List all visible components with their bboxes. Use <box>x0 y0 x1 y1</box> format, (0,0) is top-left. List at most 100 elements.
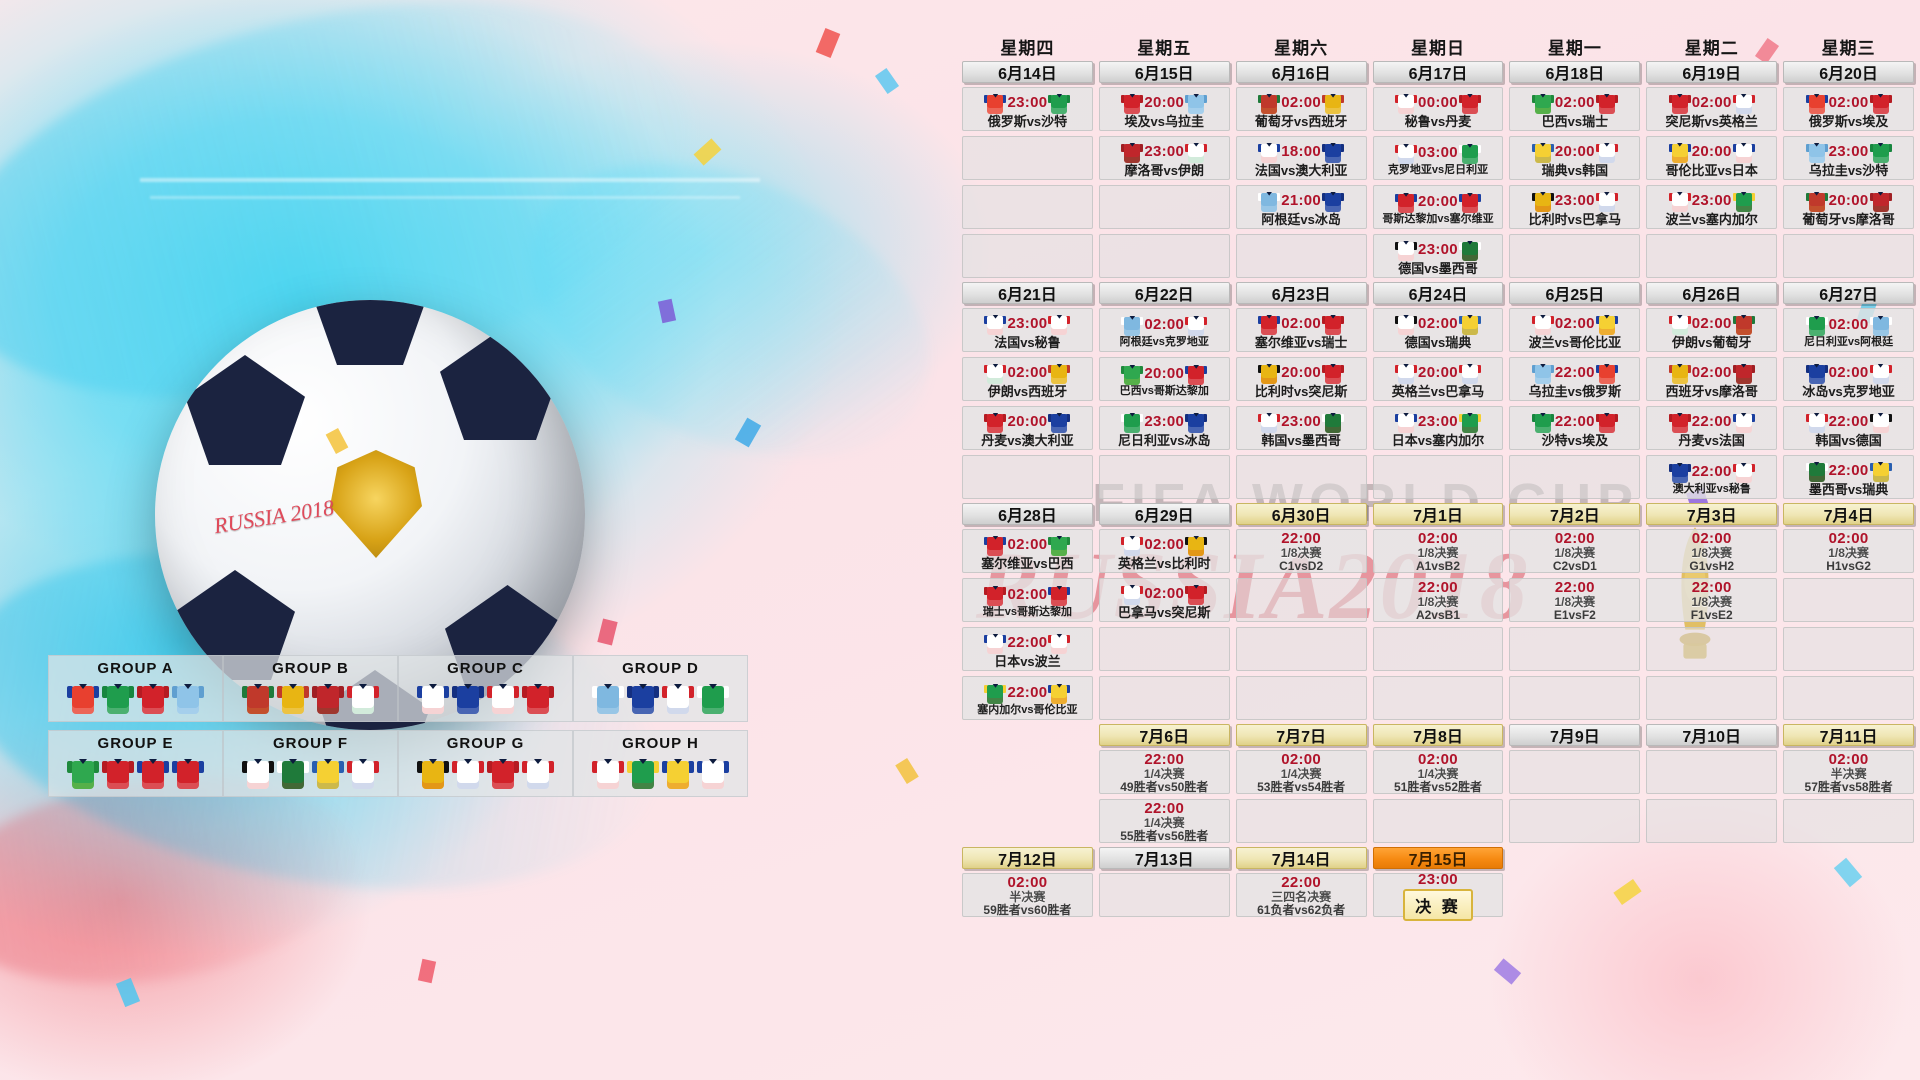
date-cell-6月23日[interactable]: 6月23日 <box>1235 282 1367 304</box>
date-cell-6月18日[interactable]: 6月18日 <box>1509 61 1641 83</box>
date-cell-6月28日[interactable]: 6月28日 <box>962 503 1093 525</box>
match-knockout[interactable]: 02:00 1/4决赛 53胜者vs54胜者 <box>1235 750 1367 794</box>
match-card[interactable]: 18:00 法国vs澳大利亚 <box>1235 136 1367 180</box>
match-card[interactable]: 02:00 尼日利亚vs阿根廷 <box>1783 308 1914 352</box>
match-card[interactable]: 23:00 尼日利亚vs冰岛 <box>1098 406 1230 450</box>
match-card[interactable]: 22:00 丹麦vs法国 <box>1646 406 1778 450</box>
match-card[interactable]: 21:00 阿根廷vs冰岛 <box>1235 185 1367 229</box>
match-knockout[interactable]: 22:00 1/4决赛 55胜者vs56胜者 <box>1098 799 1230 843</box>
match-card[interactable]: 20:00 埃及vs乌拉圭 <box>1098 87 1230 131</box>
match-card[interactable]: 02:00 伊朗vs葡萄牙 <box>1646 308 1778 352</box>
date-cell-7月4日[interactable]: 7月4日 <box>1783 503 1914 525</box>
group-box-group-d[interactable]: GROUP D <box>573 655 748 722</box>
match-knockout[interactable]: 02:00 1/8决赛 C2vsD1 <box>1509 529 1641 573</box>
match-card[interactable]: 02:00 突尼斯vs英格兰 <box>1646 87 1778 131</box>
match-card[interactable]: 03:00 克罗地亚vs尼日利亚 <box>1372 136 1504 180</box>
date-cell-7月9日[interactable]: 7月9日 <box>1509 724 1641 746</box>
date-cell-6月20日[interactable]: 6月20日 <box>1783 61 1914 83</box>
match-card[interactable]: 20:00 巴西vs哥斯达黎加 <box>1098 357 1230 401</box>
date-cell-7月13日[interactable]: 7月13日 <box>1098 847 1230 869</box>
match-knockout[interactable]: 22:00 1/8决赛 E1vsF2 <box>1509 578 1641 622</box>
match-card[interactable]: 23:00 比利时vs巴拿马 <box>1509 185 1641 229</box>
date-cell-6月14日[interactable]: 6月14日 <box>962 61 1093 83</box>
date-cell-7月1日[interactable]: 7月1日 <box>1372 503 1504 525</box>
match-card[interactable]: 23:00 俄罗斯vs沙特 <box>962 87 1093 131</box>
match-card[interactable]: 02:00 波兰vs哥伦比亚 <box>1509 308 1641 352</box>
match-knockout[interactable]: 22:00 1/4决赛 49胜者vs50胜者 <box>1098 750 1230 794</box>
date-cell-7月8日[interactable]: 7月8日 <box>1372 724 1504 746</box>
date-cell-6月29日[interactable]: 6月29日 <box>1098 503 1230 525</box>
date-cell-6月22日[interactable]: 6月22日 <box>1098 282 1230 304</box>
date-cell-7月3日[interactable]: 7月3日 <box>1646 503 1778 525</box>
match-card[interactable]: 20:00 比利时vs突尼斯 <box>1235 357 1367 401</box>
match-card[interactable]: 02:00 塞尔维亚vs巴西 <box>962 529 1093 573</box>
date-cell-6月27日[interactable]: 6月27日 <box>1783 282 1914 304</box>
match-knockout[interactable]: 02:00 1/8决赛 H1vsG2 <box>1783 529 1914 573</box>
match-card[interactable]: 02:00 德国vs瑞典 <box>1372 308 1504 352</box>
date-cell-6月24日[interactable]: 6月24日 <box>1372 282 1504 304</box>
match-card[interactable]: 02:00 巴西vs瑞士 <box>1509 87 1641 131</box>
match-card[interactable]: 20:00 丹麦vs澳大利亚 <box>962 406 1093 450</box>
group-box-group-a[interactable]: GROUP A <box>48 655 223 722</box>
date-cell-6月30日[interactable]: 6月30日 <box>1235 503 1367 525</box>
match-card[interactable]: 02:00 英格兰vs比利时 <box>1098 529 1230 573</box>
date-cell-7月15日[interactable]: 7月15日 <box>1372 847 1504 869</box>
match-knockout[interactable]: 22:00 1/8决赛 A2vsB1 <box>1372 578 1504 622</box>
match-card[interactable]: 02:00 巴拿马vs突尼斯 <box>1098 578 1230 622</box>
group-box-group-f[interactable]: GROUP F <box>223 730 398 797</box>
match-card[interactable]: 22:00 沙特vs埃及 <box>1509 406 1641 450</box>
match-card[interactable]: 20:00 葡萄牙vs摩洛哥 <box>1783 185 1914 229</box>
date-cell-6月26日[interactable]: 6月26日 <box>1646 282 1778 304</box>
date-cell-7月2日[interactable]: 7月2日 <box>1509 503 1641 525</box>
match-card[interactable]: 20:00 哥伦比亚vs日本 <box>1646 136 1778 180</box>
match-knockout[interactable]: 02:00 1/4决赛 51胜者vs52胜者 <box>1372 750 1504 794</box>
match-knockout[interactable]: 02:00 半决赛 57胜者vs58胜者 <box>1783 750 1914 794</box>
date-cell-7月10日[interactable]: 7月10日 <box>1646 724 1778 746</box>
group-box-group-e[interactable]: GROUP E <box>48 730 223 797</box>
match-card[interactable]: 23:00 日本vs塞内加尔 <box>1372 406 1504 450</box>
date-cell-6月19日[interactable]: 6月19日 <box>1646 61 1778 83</box>
match-knockout[interactable]: 02:00 1/8决赛 G1vsH2 <box>1646 529 1778 573</box>
match-card[interactable]: 20:00 瑞典vs韩国 <box>1509 136 1641 180</box>
match-card[interactable]: 00:00 秘鲁vs丹麦 <box>1372 87 1504 131</box>
match-card[interactable]: 02:00 葡萄牙vs西班牙 <box>1235 87 1367 131</box>
date-cell-6月16日[interactable]: 6月16日 <box>1235 61 1367 83</box>
match-card[interactable]: 22:00 墨西哥vs瑞典 <box>1783 455 1914 499</box>
match-knockout[interactable]: 22:00 1/8决赛 F1vsE2 <box>1646 578 1778 622</box>
match-card[interactable]: 02:00 塞尔维亚vs瑞士 <box>1235 308 1367 352</box>
match-final[interactable]: 23:00 决 赛 <box>1372 871 1504 921</box>
date-cell-7月11日[interactable]: 7月11日 <box>1783 724 1914 746</box>
group-box-group-g[interactable]: GROUP G <box>398 730 573 797</box>
group-box-group-c[interactable]: GROUP C <box>398 655 573 722</box>
match-card[interactable]: 23:00 法国vs秘鲁 <box>962 308 1093 352</box>
match-card[interactable]: 22:00 塞内加尔vs哥伦比亚 <box>962 676 1093 720</box>
match-card[interactable]: 22:00 韩国vs德国 <box>1783 406 1914 450</box>
date-cell-6月15日[interactable]: 6月15日 <box>1098 61 1230 83</box>
match-card[interactable]: 02:00 阿根廷vs克罗地亚 <box>1098 308 1230 352</box>
match-card[interactable]: 23:00 韩国vs墨西哥 <box>1235 406 1367 450</box>
match-card[interactable]: 02:00 西班牙vs摩洛哥 <box>1646 357 1778 401</box>
match-knockout[interactable]: 22:00 三四名决赛 61负者vs62负者 <box>1235 873 1367 917</box>
date-cell-7月7日[interactable]: 7月7日 <box>1235 724 1367 746</box>
date-cell-6月21日[interactable]: 6月21日 <box>962 282 1093 304</box>
match-card[interactable]: 23:00 波兰vs塞内加尔 <box>1646 185 1778 229</box>
match-card[interactable]: 22:00 澳大利亚vs秘鲁 <box>1646 455 1778 499</box>
match-card[interactable]: 23:00 德国vs墨西哥 <box>1372 234 1504 278</box>
match-card[interactable]: 23:00 摩洛哥vs伊朗 <box>1098 136 1230 180</box>
match-card[interactable]: 02:00 伊朗vs西班牙 <box>962 357 1093 401</box>
date-cell-6月17日[interactable]: 6月17日 <box>1372 61 1504 83</box>
group-box-group-b[interactable]: GROUP B <box>223 655 398 722</box>
date-cell-7月6日[interactable]: 7月6日 <box>1098 724 1230 746</box>
match-card[interactable]: 23:00 乌拉圭vs沙特 <box>1783 136 1914 180</box>
date-cell-7月12日[interactable]: 7月12日 <box>962 847 1093 869</box>
match-card[interactable]: 02:00 俄罗斯vs埃及 <box>1783 87 1914 131</box>
match-card[interactable]: 02:00 冰岛vs克罗地亚 <box>1783 357 1914 401</box>
group-box-group-h[interactable]: GROUP H <box>573 730 748 797</box>
match-card[interactable]: 22:00 乌拉圭vs俄罗斯 <box>1509 357 1641 401</box>
match-card[interactable]: 20:00 英格兰vs巴拿马 <box>1372 357 1504 401</box>
match-knockout[interactable]: 02:00 半决赛 59胜者vs60胜者 <box>962 873 1093 917</box>
match-card[interactable]: 20:00 哥斯达黎加vs塞尔维亚 <box>1372 185 1504 229</box>
match-card[interactable]: 22:00 日本vs波兰 <box>962 627 1093 671</box>
date-cell-7月14日[interactable]: 7月14日 <box>1235 847 1367 869</box>
match-knockout[interactable]: 22:00 1/8决赛 C1vsD2 <box>1235 529 1367 573</box>
